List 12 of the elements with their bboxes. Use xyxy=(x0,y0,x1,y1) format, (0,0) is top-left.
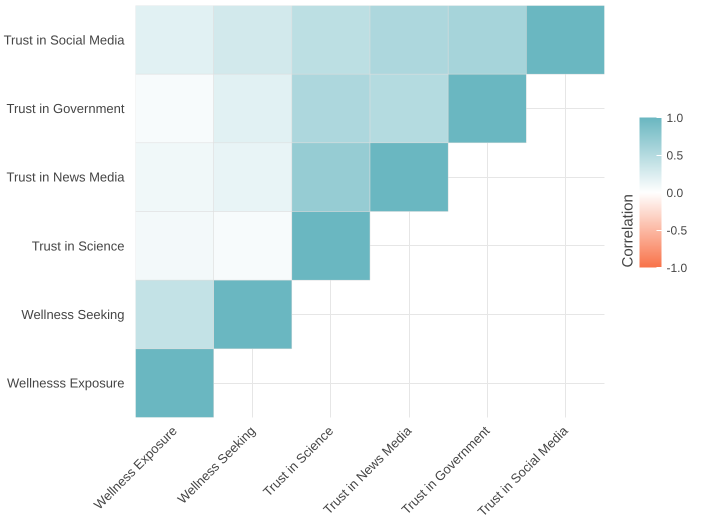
color-bar-label: -1.0 xyxy=(666,261,688,275)
color-bar-title: Correlation xyxy=(620,194,636,268)
y-tick-label: Trust in Science xyxy=(32,238,125,254)
y-tick-label: Wellness Seeking xyxy=(21,307,124,322)
color-bar-label: 0.5 xyxy=(666,148,684,162)
y-tick-label: Trust in Government xyxy=(6,101,125,116)
color-bar-label: 0.0 xyxy=(666,186,684,200)
y-tick-label: Trust in News Media xyxy=(6,170,126,185)
color-bar-label: -0.5 xyxy=(666,224,688,238)
y-tick-label: Wellnesss Exposure xyxy=(6,376,125,391)
color-bar-label: 1.0 xyxy=(666,111,684,125)
y-tick-label: Trust in Social Media xyxy=(4,32,126,48)
